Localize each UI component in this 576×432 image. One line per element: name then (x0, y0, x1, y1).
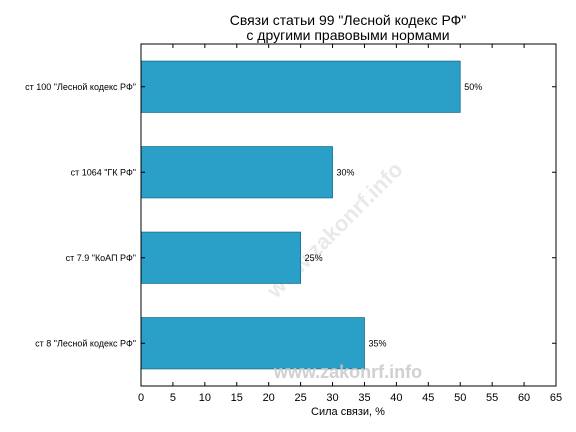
x-tick-label: 65 (550, 392, 562, 404)
chart-title-line2: с другими правовыми нормами (246, 27, 449, 43)
data-label: 25% (305, 253, 323, 263)
bar (140, 317, 365, 370)
category-label: ст 1064 "ГК РФ" (71, 167, 136, 177)
x-axis-label: Сила связи, % (311, 406, 385, 418)
category-labels: ст 100 "Лесной кодекс РФ" ст 1064 "ГК РФ"… (25, 82, 556, 348)
bar (140, 60, 461, 113)
category-label: ст 8 "Лесной кодекс РФ" (35, 338, 136, 348)
bar (140, 146, 333, 199)
x-tick-label: 10 (199, 392, 211, 404)
x-tick-label: 60 (518, 392, 530, 404)
data-label: 30% (337, 167, 355, 177)
category-label: ст 100 "Лесной кодекс РФ" (25, 82, 136, 92)
category-label: ст 7.9 "КоАП РФ" (66, 253, 136, 263)
data-labels: 50% 30% 25% 35% (305, 82, 483, 349)
plot-frame (140, 43, 557, 387)
bar (140, 231, 302, 284)
x-tick-label: 40 (390, 392, 402, 404)
x-tick-label: 5 (170, 392, 176, 404)
x-tick-label: 25 (294, 392, 306, 404)
chart-title-line1: Связи статьи 99 "Лесной кодекс РФ" (230, 12, 467, 28)
x-tick-label: 50 (454, 392, 466, 404)
x-tick-label: 55 (486, 392, 498, 404)
x-tick-label: 30 (326, 392, 338, 404)
watermark-bottom: www.zakonrf.info (273, 362, 422, 382)
x-tick-label: 20 (263, 392, 275, 404)
x-tick-label: 45 (422, 392, 434, 404)
data-label: 50% (464, 82, 482, 92)
x-tick-label: 35 (358, 392, 370, 404)
bars-group (140, 60, 461, 370)
data-label: 35% (368, 338, 386, 348)
x-tick-label: 15 (231, 392, 243, 404)
x-tick-label: 0 (138, 392, 144, 404)
x-axis-ticks: 0 5 10 15 20 25 30 35 40 45 50 55 60 65 (138, 44, 562, 404)
